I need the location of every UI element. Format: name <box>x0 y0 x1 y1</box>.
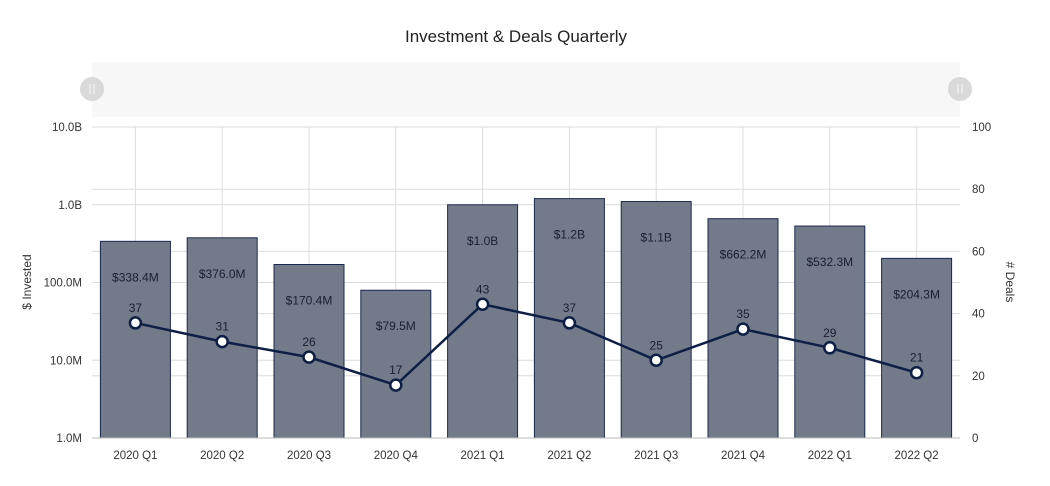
left-tick-label: 1.0B <box>58 200 82 212</box>
deals-label: 26 <box>302 335 316 349</box>
deals-label: 25 <box>650 338 664 352</box>
right-tick-label: 40 <box>972 309 985 321</box>
bar[interactable] <box>620 201 692 439</box>
x-tick-label: 2020 Q2 <box>200 450 244 462</box>
left-tick-label: 10.0B <box>52 122 82 134</box>
deals-label: 35 <box>736 307 750 321</box>
bar-label: $204.3M <box>893 287 940 301</box>
x-tick-label: 2020 Q3 <box>287 450 331 462</box>
x-tick-label: 2022 Q2 <box>895 450 939 462</box>
deals-point[interactable] <box>736 322 750 336</box>
x-tick-label: 2020 Q1 <box>113 450 157 462</box>
right-tick-label: 60 <box>972 246 985 258</box>
deals-label: 37 <box>129 301 143 315</box>
deals-label: 21 <box>910 351 924 365</box>
deals-point[interactable] <box>302 350 316 364</box>
x-tick-label: 2022 Q1 <box>808 450 852 462</box>
deals-label: 43 <box>476 282 490 296</box>
bar-label: $376.0M <box>199 267 246 281</box>
bar-label: $79.5M <box>376 319 416 333</box>
bar-label: $338.4M <box>112 270 159 284</box>
bar-label: $1.0B <box>467 234 498 248</box>
deals-label: 31 <box>216 320 230 334</box>
left-tick-label: 1.0M <box>56 433 82 445</box>
left-tick-label: 100.0M <box>44 278 82 290</box>
deals-line <box>135 302 917 387</box>
deals-point[interactable] <box>823 341 837 355</box>
deals-point[interactable] <box>128 316 143 330</box>
deals-point[interactable] <box>389 378 403 392</box>
deals-point[interactable] <box>909 365 924 380</box>
deals-point[interactable] <box>649 353 663 367</box>
right-tick-label: 80 <box>972 184 985 196</box>
bar[interactable] <box>447 204 519 439</box>
bar-label: $662.2M <box>720 248 767 262</box>
deals-point[interactable] <box>475 297 490 312</box>
bar[interactable] <box>794 225 866 439</box>
bar[interactable] <box>99 240 171 439</box>
x-tick-label: 2021 Q4 <box>721 450 766 462</box>
x-tick-label: 2021 Q2 <box>547 450 591 462</box>
deals-label: 29 <box>823 326 837 340</box>
deals-label: 37 <box>563 301 577 315</box>
deals-point[interactable] <box>215 334 229 349</box>
right-tick-label: 0 <box>972 433 978 445</box>
chart-title: Investment & Deals Quarterly <box>405 27 628 46</box>
bar[interactable] <box>881 257 953 439</box>
range-handle-left[interactable] <box>80 77 104 101</box>
range-handle-right[interactable] <box>948 77 972 101</box>
range-selector[interactable] <box>92 62 960 117</box>
bar-label: $170.4M <box>286 294 333 308</box>
bar-label: $532.3M <box>806 255 853 269</box>
x-tick-label: 2020 Q4 <box>374 450 419 462</box>
right-axis-label: # Deals <box>1003 262 1017 303</box>
x-tick-label: 2021 Q3 <box>634 450 678 462</box>
deals-label: 17 <box>389 363 403 377</box>
bar-label: $1.1B <box>641 231 672 245</box>
deals-point[interactable] <box>562 316 577 330</box>
right-tick-label: 100 <box>972 122 991 134</box>
x-tick-label: 2021 Q1 <box>461 450 505 462</box>
left-axis-label: $ Invested <box>20 254 34 309</box>
right-tick-label: 20 <box>972 371 985 383</box>
left-tick-label: 10.0M <box>50 355 82 367</box>
bar-label: $1.2B <box>554 228 585 242</box>
